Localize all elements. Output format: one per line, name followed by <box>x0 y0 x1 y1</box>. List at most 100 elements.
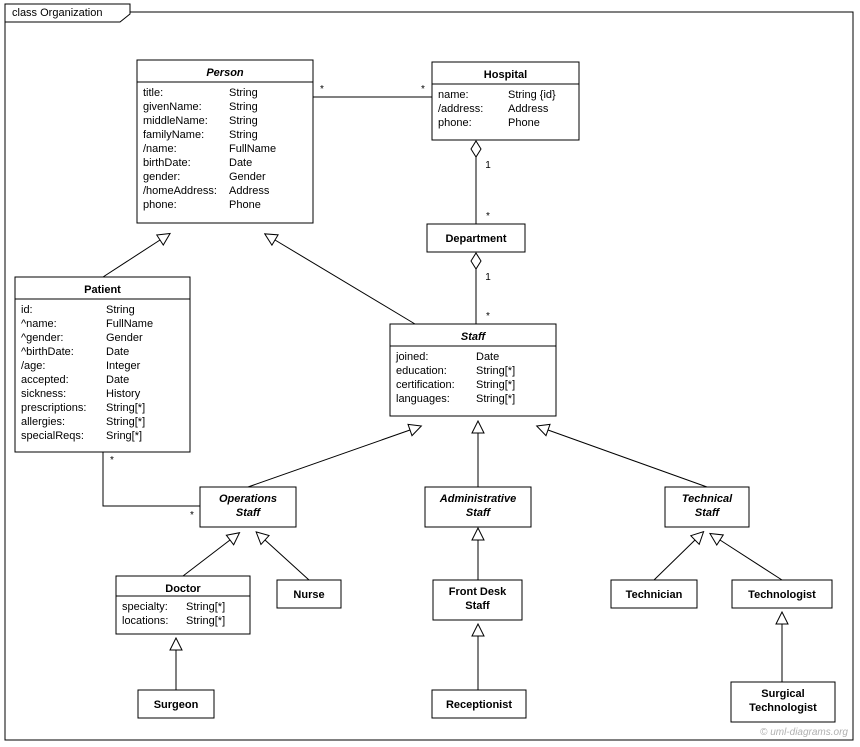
class-title: Operations <box>219 493 277 505</box>
class-OperationsStaff: Operations Staff <box>200 487 296 527</box>
attr-name: ^name: <box>21 318 57 330</box>
class-AdministrativeStaff: AdministrativeStaff <box>425 487 531 527</box>
class-title: Person <box>206 67 244 79</box>
mult: * <box>486 311 490 322</box>
class-title: Patient <box>84 284 121 296</box>
attr-name: title: <box>143 87 163 99</box>
class-title: Nurse <box>293 589 324 601</box>
mult: 1 <box>485 160 491 171</box>
attr-name: allergies: <box>21 416 65 428</box>
attr-name: joined: <box>395 351 428 363</box>
class-title: Technician <box>626 589 683 601</box>
attr-type: String[*] <box>476 393 515 405</box>
attr-type: String[*] <box>106 416 145 428</box>
class-title: Staff <box>466 507 492 519</box>
attr-type: Integer <box>106 360 141 372</box>
attr-name: phone: <box>438 117 472 129</box>
attr-name: gender: <box>143 171 180 183</box>
class-TechnicalStaff: Technical Staff <box>665 487 749 527</box>
attr-type: Date <box>106 374 129 386</box>
mult: * <box>320 84 324 95</box>
attr-name: sickness: <box>21 388 66 400</box>
attr-name: prescriptions: <box>21 402 86 414</box>
attr-type: String[*] <box>106 402 145 414</box>
attr-type: String[*] <box>186 601 225 613</box>
attr-name: specialReqs: <box>21 430 84 442</box>
attr-type: String {id} <box>508 89 556 101</box>
attr-type: FullName <box>106 318 153 330</box>
class-FrontDeskStaff: Front Desk Staff <box>433 580 522 620</box>
attr-type: String <box>229 87 258 99</box>
attr-type: FullName <box>229 143 276 155</box>
mult: * <box>110 455 114 466</box>
mult: 1 <box>485 272 491 283</box>
attr-name: /address: <box>438 103 483 115</box>
class-Nurse: Nurse <box>277 580 341 608</box>
attr-type: Date <box>106 346 129 358</box>
attr-type: Phone <box>229 199 261 211</box>
class-Person: Person title: String givenName: String middle… <box>137 60 313 223</box>
attr-name: middleName: <box>143 115 208 127</box>
class-title: Surgeon <box>154 699 199 711</box>
attr-type: Date <box>476 351 499 363</box>
attr-name: id: <box>21 304 33 316</box>
class-Technician: Technician <box>611 580 697 608</box>
class-Surgeon: Surgeon <box>138 690 214 718</box>
attr-name: /name: <box>143 143 177 155</box>
class-SurgicalTechnologist: Surgical Technologist <box>731 682 835 722</box>
class-title: Department <box>445 233 506 245</box>
attr-type: Date <box>229 157 252 169</box>
class-Hospital: Hospitalname:String {id}/address:Address… <box>432 62 579 140</box>
class-title: Staff <box>236 507 262 519</box>
class-title: Technical <box>682 493 733 505</box>
class-title: Staff <box>461 331 487 343</box>
class-title: Staff <box>695 507 721 519</box>
attr-type: String <box>229 129 258 141</box>
class-title: Staff <box>465 600 490 612</box>
package-label: class Organization <box>12 7 103 19</box>
class-Receptionist: Receptionist <box>432 690 526 718</box>
class-Department: Department <box>427 224 525 252</box>
attr-type: String[*] <box>476 379 515 391</box>
attr-name: education: <box>396 365 447 377</box>
attr-name: locations: <box>122 615 168 627</box>
attr-name: languages: <box>396 393 450 405</box>
class-Doctor: Doctor specialty: String[*] locations: Strin… <box>116 576 250 634</box>
attr-type: Gender <box>229 171 266 183</box>
attr-name: accepted: <box>21 374 69 386</box>
attr-name: birthDate: <box>143 157 191 169</box>
attr-name: specialty: <box>122 601 168 613</box>
attr-type: String <box>229 115 258 127</box>
mult: * <box>190 510 194 521</box>
attr-name: /age: <box>21 360 45 372</box>
class-title: Technologist <box>749 702 817 714</box>
attr-type: Sring[*] <box>106 430 142 442</box>
attr-type: Phone <box>508 117 540 129</box>
attr-type: String[*] <box>186 615 225 627</box>
attr-type: String <box>106 304 135 316</box>
class-title: Surgical <box>761 688 804 700</box>
attr-name: phone: <box>143 199 177 211</box>
class-Technologist: Technologist <box>732 580 832 608</box>
class-title: Receptionist <box>446 699 512 711</box>
attr-name: familyName: <box>143 129 204 141</box>
uml-class-diagram: class Organization * * 1 * 1 * * * <box>0 0 860 747</box>
class-title: Doctor <box>165 583 201 595</box>
attr-type: String <box>229 101 258 113</box>
class-title: Front Desk <box>449 586 507 598</box>
attr-name: givenName: <box>143 101 202 113</box>
class-Staff: Staffjoined:Dateeducation:String[*]certi… <box>390 324 556 416</box>
attr-type: Address <box>508 103 549 115</box>
credit-label: © uml-diagrams.org <box>760 727 848 738</box>
attr-type: History <box>106 388 141 400</box>
attr-name: ^gender: <box>21 332 63 344</box>
class-title: Technologist <box>748 589 816 601</box>
attr-type: Gender <box>106 332 143 344</box>
attr-type: String[*] <box>476 365 515 377</box>
attr-name: /homeAddress: <box>143 185 217 197</box>
attr-type: Address <box>229 185 270 197</box>
attr-name: name: <box>438 89 469 101</box>
mult: * <box>421 84 425 95</box>
attr-name: ^birthDate: <box>21 346 74 358</box>
mult: * <box>486 211 490 222</box>
